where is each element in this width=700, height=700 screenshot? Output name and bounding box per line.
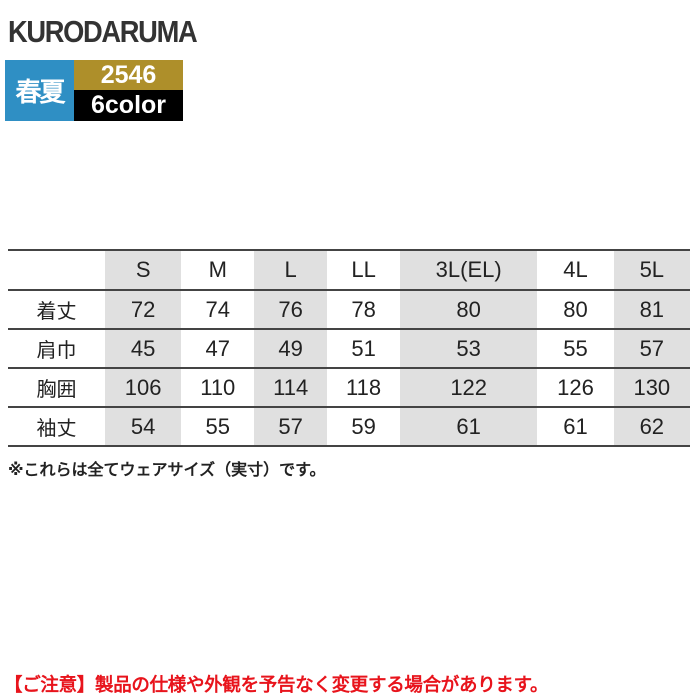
table-cell: 57 xyxy=(254,406,328,447)
table-cell: 5L xyxy=(613,249,690,290)
table-cell: 47 xyxy=(181,328,255,368)
row-label: 肩巾 xyxy=(8,328,105,368)
table-cell: 110 xyxy=(181,367,255,407)
table-row: 着丈 72 74 76 78 80 80 81 xyxy=(8,289,690,329)
row-label: 胸囲 xyxy=(8,367,105,407)
table-cell: 51 xyxy=(327,328,401,368)
table-cell: 76 xyxy=(254,289,328,329)
brand-logo: KURODARUMA xyxy=(8,14,198,49)
season-label: 春夏 xyxy=(5,60,74,121)
size-table: S M L LL 3L(EL) 4L 5L 着丈 72 74 76 78 80 80 81 肩巾 45 47 49 5… xyxy=(8,249,690,447)
table-cell: 62 xyxy=(613,406,690,447)
table-cell: 54 xyxy=(105,406,182,447)
product-badge: 春夏 2546 6color xyxy=(5,60,183,121)
table-row: 肩巾 45 47 49 51 53 55 57 xyxy=(8,328,690,368)
table-cell: 118 xyxy=(327,367,401,407)
table-cell: 53 xyxy=(400,328,538,368)
table-cell: 61 xyxy=(537,406,614,447)
table-cell: 106 xyxy=(105,367,182,407)
table-cell: 80 xyxy=(400,289,538,329)
table-cell: S xyxy=(105,249,182,290)
table-cell: 55 xyxy=(537,328,614,368)
table-cell: 49 xyxy=(254,328,328,368)
color-count: 6color xyxy=(74,90,183,121)
table-cell: 59 xyxy=(327,406,401,447)
caution-text: 【ご注意】製品の仕様や外観を予告なく変更する場合があります。 xyxy=(4,675,549,696)
table-cell: L xyxy=(254,249,328,290)
row-label xyxy=(8,249,105,290)
table-cell: 78 xyxy=(327,289,401,329)
table-row: 袖丈 54 55 57 59 61 61 62 xyxy=(8,406,690,447)
table-cell: LL xyxy=(327,249,401,290)
table-cell: 114 xyxy=(254,367,328,407)
table-cell: 126 xyxy=(537,367,614,407)
table-cell: 57 xyxy=(613,328,690,368)
row-label: 袖丈 xyxy=(8,406,105,447)
table-cell: 45 xyxy=(105,328,182,368)
header-row: S M L LL 3L(EL) 4L 5L xyxy=(8,249,690,290)
size-note: ※これらは全てウェアサイズ（実寸）です。 xyxy=(8,460,326,479)
model-number: 2546 xyxy=(74,60,183,90)
table-cell: 72 xyxy=(105,289,182,329)
table-cell: 4L xyxy=(537,249,614,290)
table-cell: 3L(EL) xyxy=(400,249,538,290)
table-cell: 122 xyxy=(400,367,538,407)
table-cell: 130 xyxy=(613,367,690,407)
row-label: 着丈 xyxy=(8,289,105,329)
table-cell: 74 xyxy=(181,289,255,329)
table-cell: 81 xyxy=(613,289,690,329)
table-row: 胸囲 106 110 114 118 122 126 130 xyxy=(8,367,690,407)
table-cell: M xyxy=(181,249,255,290)
table-cell: 61 xyxy=(400,406,538,447)
table-cell: 55 xyxy=(181,406,255,447)
table-cell: 80 xyxy=(537,289,614,329)
